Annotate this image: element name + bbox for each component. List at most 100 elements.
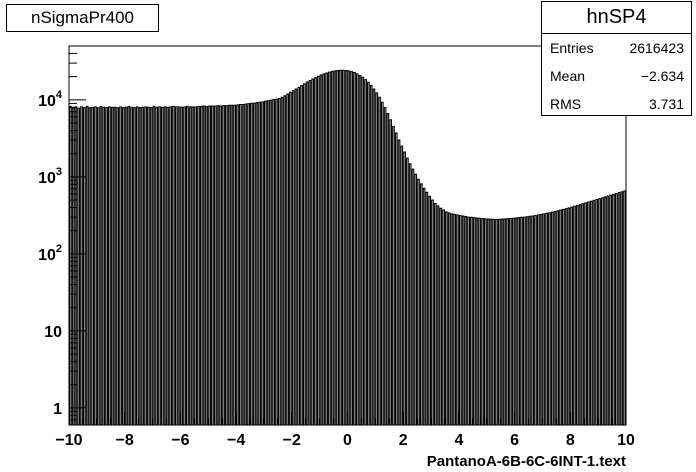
histogram-bin xyxy=(581,203,585,425)
histogram-bin xyxy=(311,78,315,425)
histogram-bin xyxy=(277,97,281,425)
histogram-bin xyxy=(300,85,303,425)
histogram-bin xyxy=(344,70,348,425)
histogram-bin xyxy=(211,105,214,425)
histogram-bin xyxy=(497,218,501,425)
histogram-bin xyxy=(105,107,108,425)
histogram-bin xyxy=(589,200,593,425)
histogram-bin xyxy=(517,217,521,425)
histogram-bin xyxy=(442,209,445,425)
histogram-bin xyxy=(94,106,97,425)
histogram-bin xyxy=(433,203,437,425)
histogram-bin xyxy=(289,91,292,425)
histogram-bin xyxy=(411,168,415,425)
histogram-bin xyxy=(550,211,554,425)
histogram-bin xyxy=(378,96,381,425)
histogram-bin xyxy=(587,201,590,425)
histogram-bin xyxy=(422,187,426,425)
histogram-bin xyxy=(149,107,153,425)
histogram-bin xyxy=(598,198,601,425)
y-tick-label: 104 xyxy=(38,89,63,110)
histogram-bin xyxy=(205,105,209,425)
histogram-bin xyxy=(428,195,431,425)
histogram-bin xyxy=(119,106,122,425)
histogram-bin xyxy=(400,145,404,425)
histogram-bin xyxy=(225,105,228,425)
histogram-bin xyxy=(258,101,262,425)
histogram-bin xyxy=(121,107,125,425)
histogram-bin xyxy=(406,157,409,425)
histogram-bin xyxy=(536,214,540,425)
histogram-bin xyxy=(392,125,395,425)
histogram-bin xyxy=(328,71,331,425)
histogram-bin xyxy=(534,214,537,425)
histogram-bin xyxy=(511,217,515,425)
histogram-bin xyxy=(564,208,568,425)
stats-mean-value: −2.634 xyxy=(640,68,684,84)
histogram-bin xyxy=(227,104,231,425)
histogram-bin xyxy=(439,207,443,425)
histogram-bin xyxy=(386,113,390,425)
stats-entries-value: 2616423 xyxy=(629,40,684,56)
histogram-bin xyxy=(166,106,170,425)
canvas-title: nSigmaPr400 xyxy=(6,4,159,32)
histogram-bin xyxy=(138,107,142,425)
histogram-bin xyxy=(367,81,370,425)
stats-mean-row: Mean −2.634 xyxy=(542,62,691,90)
histogram-bin xyxy=(191,106,195,425)
histogram-bin xyxy=(77,107,81,425)
histogram-bin xyxy=(261,101,264,425)
x-tick-label: 8 xyxy=(566,432,575,449)
histogram-bin xyxy=(503,218,507,425)
histogram-bin xyxy=(358,74,362,425)
histogram-bin xyxy=(158,106,161,425)
x-axis-title: PantanoA-6B-6C-6INT-1.text xyxy=(427,453,626,470)
histogram-bin xyxy=(180,106,184,425)
histogram-bin xyxy=(553,210,557,425)
histogram-bin xyxy=(520,216,523,425)
histogram-bin xyxy=(244,103,248,425)
histogram-bin xyxy=(222,105,225,425)
stats-rms-label: RMS xyxy=(550,96,582,112)
histogram-bin xyxy=(614,192,618,425)
histogram-bin xyxy=(509,217,512,425)
histogram-bin xyxy=(102,106,106,425)
y-tick-label: 103 xyxy=(38,166,62,187)
histogram-bin xyxy=(272,98,276,425)
histogram-bin xyxy=(160,106,164,425)
histogram-bin xyxy=(316,75,320,425)
histogram-bin xyxy=(620,191,624,425)
histogram-bin xyxy=(82,107,86,425)
histogram-bin xyxy=(186,105,189,425)
histogram-bin xyxy=(319,74,323,425)
histogram-bin xyxy=(283,95,287,425)
histogram-bin xyxy=(135,106,139,425)
histogram-bin xyxy=(470,216,473,425)
histogram-bin xyxy=(606,195,610,425)
histogram-bin xyxy=(592,199,596,425)
histogram-bin xyxy=(108,106,111,425)
histogram-bin xyxy=(197,105,200,425)
histogram-bin xyxy=(264,100,267,425)
histogram-bin xyxy=(394,132,398,425)
histogram-bin xyxy=(336,70,340,425)
histogram-bin xyxy=(130,106,134,425)
histogram-bin xyxy=(456,214,459,425)
histogram-bin xyxy=(531,215,535,425)
histogram-bin xyxy=(188,106,192,425)
histogram-bin xyxy=(294,88,298,425)
histogram-bin xyxy=(612,193,615,425)
histogram-bin xyxy=(397,139,401,425)
histogram-bin xyxy=(355,73,359,425)
histogram-bin xyxy=(302,83,306,425)
histogram-bin xyxy=(492,218,496,425)
histogram-bin xyxy=(575,205,579,425)
histogram-bin xyxy=(419,183,423,425)
histogram-bin xyxy=(113,106,117,425)
x-tick-label: 4 xyxy=(454,432,463,449)
histogram-bin xyxy=(238,103,242,425)
stats-rms-row: RMS 3.731 xyxy=(542,90,691,118)
histogram-bin xyxy=(556,210,560,425)
histogram-bin xyxy=(269,99,273,425)
